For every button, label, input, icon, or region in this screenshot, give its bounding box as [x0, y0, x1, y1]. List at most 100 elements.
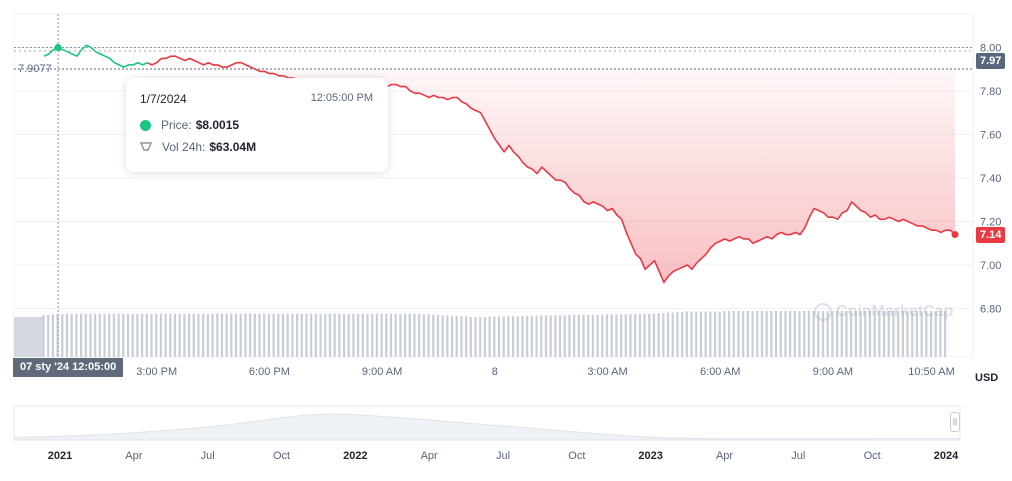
tooltip-price-label: Price: [161, 118, 192, 132]
volume-bar-42 [239, 313, 242, 357]
crosshair-date-label: 07 sty '24 12:05:00 [13, 358, 124, 377]
tooltip-price-row: Price: $8.0015 [140, 118, 239, 132]
navigator-tick-11: Oct [864, 450, 881, 462]
volume-bar-2 [51, 314, 54, 357]
watermark: CoinMarketCap [814, 303, 953, 321]
volume-bar-129 [648, 313, 651, 357]
volume-bar-105 [535, 315, 538, 357]
volume-bar-171 [845, 311, 848, 357]
volume-bar-52 [286, 313, 289, 357]
volume-bar-172 [850, 311, 853, 357]
volume-bar-69 [366, 313, 369, 357]
volume-bar-123 [619, 314, 623, 357]
volume-bar-130 [652, 313, 656, 357]
volume-bar-1 [47, 314, 50, 357]
volume-bar-4 [61, 314, 64, 357]
navigator-tick-6: Jul [496, 450, 510, 462]
volume-bar-58 [314, 313, 317, 357]
volume-bar-167 [826, 311, 829, 357]
volume-bar-35 [206, 313, 209, 357]
volume-bar-49 [272, 313, 275, 357]
volume-bar-147 [732, 311, 735, 357]
volume-bar-121 [610, 314, 613, 357]
y-tick-label-2: 7.20 [980, 217, 1001, 229]
volume-bar-168 [831, 311, 834, 357]
volume-bar-83 [432, 314, 435, 357]
volume-bar-57 [310, 313, 313, 357]
volume-bar-115 [582, 314, 585, 357]
volume-bar-150 [746, 311, 749, 357]
volume-bar-174 [859, 311, 862, 357]
volume-bar-142 [709, 311, 712, 357]
navigator[interactable] [13, 405, 961, 441]
volume-bar-70 [371, 313, 374, 357]
volume-bar-153 [760, 311, 764, 357]
navigator-tick-1: Apr [125, 450, 142, 462]
volume-bar-81 [422, 314, 425, 357]
volume-bar-138 [690, 311, 693, 357]
volume-bar-117 [591, 314, 595, 357]
volume-bar-43 [244, 313, 247, 357]
volume-bar-187 [920, 311, 923, 357]
volume-bar-191 [939, 311, 942, 357]
volume-bar-36 [211, 313, 214, 357]
volume-bar-29 [178, 313, 181, 357]
volume-bar-96 [493, 316, 496, 357]
volume-bar-22 [145, 313, 148, 357]
down-area-fill [147, 56, 956, 283]
volume-bar-55 [300, 313, 303, 357]
volume-bar-160 [793, 311, 796, 357]
volume-bar-132 [662, 313, 665, 357]
volume-bar-170 [840, 311, 843, 357]
volume-bar-73 [385, 313, 388, 357]
volume-bar-86 [446, 315, 449, 357]
x-tick-label-7: 10:50 AM [908, 366, 954, 378]
volume-bar-12 [98, 313, 101, 357]
x-tick-label-6: 9:00 AM [813, 366, 853, 378]
volume-bar-133 [666, 312, 670, 357]
volume-bar-46 [258, 313, 261, 357]
volume-bar-19 [131, 313, 134, 357]
volume-bar-18 [126, 313, 130, 357]
y-tick-label-1: 7.00 [980, 260, 1001, 272]
price-line-down [146, 55, 956, 284]
x-tick-label-4: 3:00 AM [587, 366, 627, 378]
navigator-tick-3: Oct [273, 450, 290, 462]
volume-bar-188 [925, 311, 928, 357]
volume-bar-159 [789, 311, 792, 357]
volume-bar-77 [403, 313, 407, 357]
volume-bar-11 [94, 313, 97, 357]
volume-bar-109 [554, 315, 557, 357]
volume-bar-89 [460, 316, 463, 357]
volume-bar-62 [333, 313, 336, 357]
current-price-badge: 7.14 [976, 226, 1006, 243]
volume-bar-134 [671, 312, 674, 357]
volume-bar-50 [277, 313, 280, 357]
volume-bar-75 [394, 313, 397, 357]
volume-bar-53 [291, 313, 294, 357]
y-tick-label-3: 7.40 [980, 173, 1001, 185]
volume-bar-106 [540, 315, 543, 357]
volume-bar-110 [558, 315, 562, 357]
volume-bar-97 [497, 316, 501, 357]
navigator-handle[interactable]: || [950, 412, 960, 432]
volume-bar-88 [455, 315, 458, 357]
volume-bar-177 [873, 311, 876, 357]
navigator-tick-5: Apr [421, 450, 438, 462]
volume-bar-164 [812, 311, 815, 357]
volume-bar-80 [418, 313, 421, 357]
volume-bar-65 [347, 313, 350, 357]
volume-bar-90 [465, 316, 468, 357]
volume-bar-27 [169, 313, 172, 357]
volume-bar-95 [488, 316, 491, 357]
x-tick-label-5: 6:00 AM [700, 366, 740, 378]
volume-bar-104 [530, 315, 533, 357]
volume-bar-66 [352, 313, 355, 357]
volume-bar-118 [596, 314, 599, 357]
volume-bar-161 [798, 311, 801, 357]
volume-bar-176 [868, 311, 872, 357]
volume-bar-8 [79, 313, 83, 357]
volume-bar-48 [267, 313, 271, 357]
volume-bar-56 [305, 313, 308, 357]
